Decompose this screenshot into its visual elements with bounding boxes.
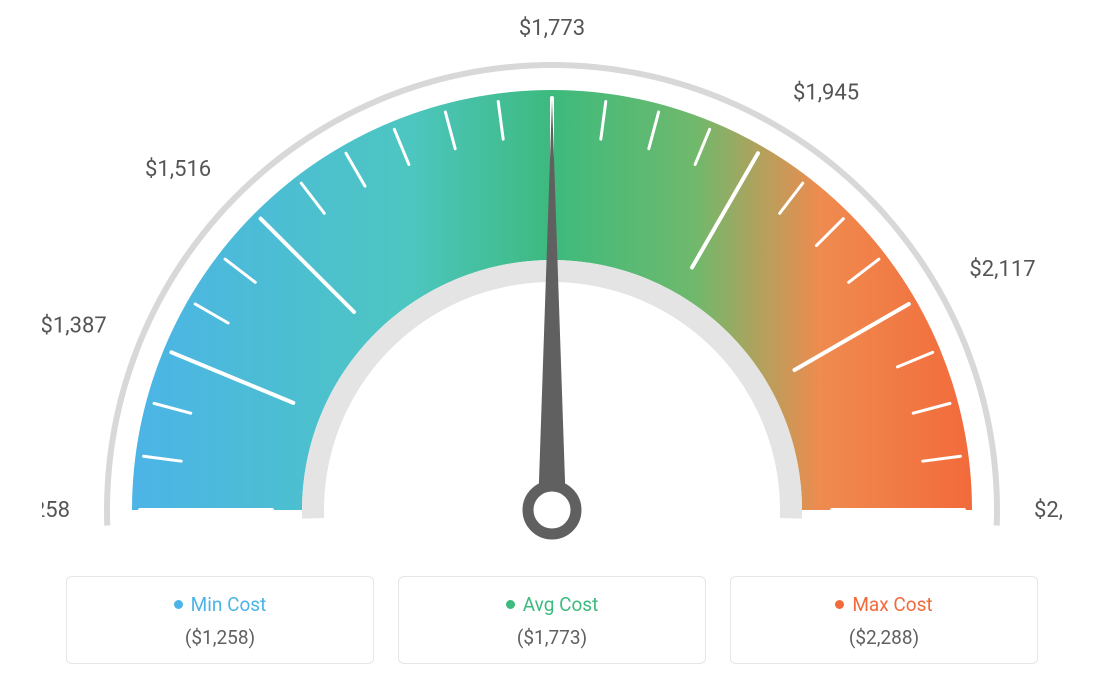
chart-container: $1,258 $1,387 $1,516 $1,773 $1,945 $2,117 $2,2…	[0, 0, 1104, 690]
legend-value-max: ($2,288)	[731, 626, 1037, 649]
legend-label-min: Min Cost	[191, 593, 267, 616]
legend-card-avg: Avg Cost ($1,773)	[398, 576, 706, 664]
gauge-chart: $1,258 $1,387 $1,516 $1,773 $1,945 $2,117 $2,2…	[42, 10, 1062, 560]
legend-label-avg: Avg Cost	[523, 593, 599, 616]
legend-row: Min Cost ($1,258) Avg Cost ($1,773) Max …	[66, 576, 1038, 664]
gauge-tick-label: $1,773	[519, 16, 585, 41]
gauge-tick-label: $1,258	[42, 498, 70, 523]
legend-card-max: Max Cost ($2,288)	[730, 576, 1038, 664]
gauge-tick-label: $2,117	[969, 257, 1035, 282]
gauge-tick-label: $1,516	[145, 157, 211, 182]
legend-dot-avg	[506, 600, 515, 609]
legend-card-min: Min Cost ($1,258)	[66, 576, 374, 664]
legend-dot-max	[835, 600, 844, 609]
gauge-tick-label: $2,288	[1034, 498, 1062, 523]
legend-dot-min	[174, 600, 183, 609]
gauge-hub	[528, 486, 576, 534]
gauge-tick-label: $1,945	[793, 81, 859, 106]
legend-label-max: Max Cost	[852, 593, 932, 616]
legend-value-avg: ($1,773)	[399, 626, 705, 649]
gauge-tick-label: $1,387	[42, 314, 107, 339]
legend-value-min: ($1,258)	[67, 626, 373, 649]
